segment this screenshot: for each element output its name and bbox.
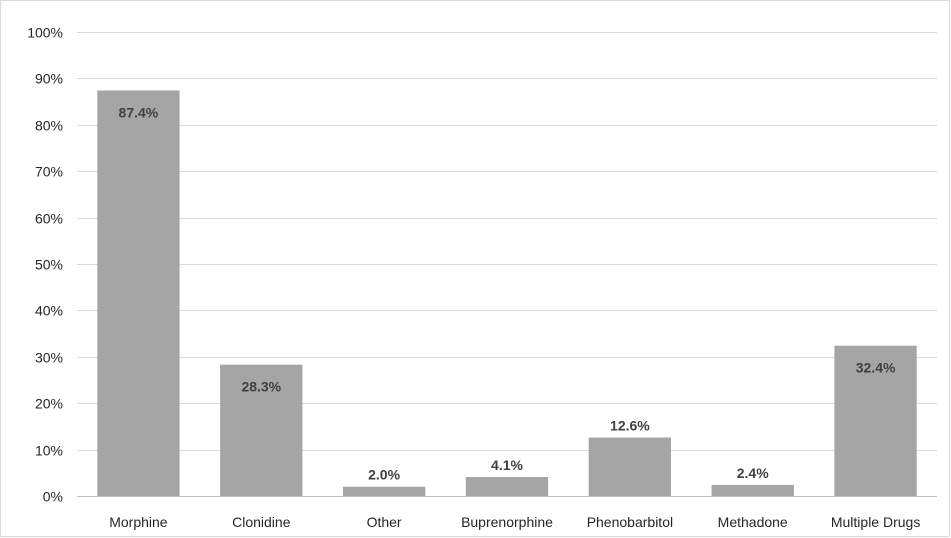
x-tick-label: Morphine <box>109 514 168 530</box>
y-tick-label: 80% <box>35 118 63 134</box>
y-tick-label: 30% <box>35 350 63 366</box>
x-tick-label: Other <box>367 514 402 530</box>
x-tick-label: Clonidine <box>232 514 291 530</box>
data-label: 2.0% <box>368 467 400 483</box>
y-axis: 0% 10% 20% 30% 40% 50% 60% 70% 80% 90% 100% <box>27 25 63 505</box>
bars <box>97 90 917 496</box>
data-label: 87.4% <box>119 105 159 121</box>
x-axis: Morphine Clonidine Other Buprenorphine Pheno… <box>77 496 937 530</box>
data-label: 32.4% <box>856 360 896 376</box>
y-tick-label: 20% <box>35 396 63 412</box>
data-label: 12.6% <box>610 418 650 434</box>
x-tick-label: Phenobarbitol <box>587 514 673 530</box>
y-tick-label: 90% <box>35 71 63 87</box>
y-tick-label: 60% <box>35 211 63 227</box>
data-labels: 87.4% 28.3% 2.0% 4.1% 12.6% 2.4% 32.4% <box>119 105 896 483</box>
bar <box>465 477 549 496</box>
bar <box>343 486 426 496</box>
data-label: 4.1% <box>491 457 523 473</box>
grid-layer <box>77 32 937 451</box>
data-label: 28.3% <box>241 379 281 395</box>
bar <box>711 484 794 496</box>
bar <box>834 345 917 496</box>
y-tick-label: 0% <box>43 489 63 505</box>
x-tick-label: Methadone <box>718 514 788 530</box>
data-label: 2.4% <box>737 465 769 481</box>
y-tick-label: 10% <box>35 443 63 459</box>
bar <box>220 364 303 496</box>
y-tick-label: 40% <box>35 303 63 319</box>
y-tick-label: 100% <box>27 25 63 41</box>
x-tick-label: Buprenorphine <box>461 514 553 530</box>
x-tick-label: Multiple Drugs <box>831 514 920 530</box>
bar <box>97 90 180 496</box>
y-tick-label: 70% <box>35 164 63 180</box>
y-tick-label: 50% <box>35 257 63 273</box>
bar <box>588 437 671 496</box>
